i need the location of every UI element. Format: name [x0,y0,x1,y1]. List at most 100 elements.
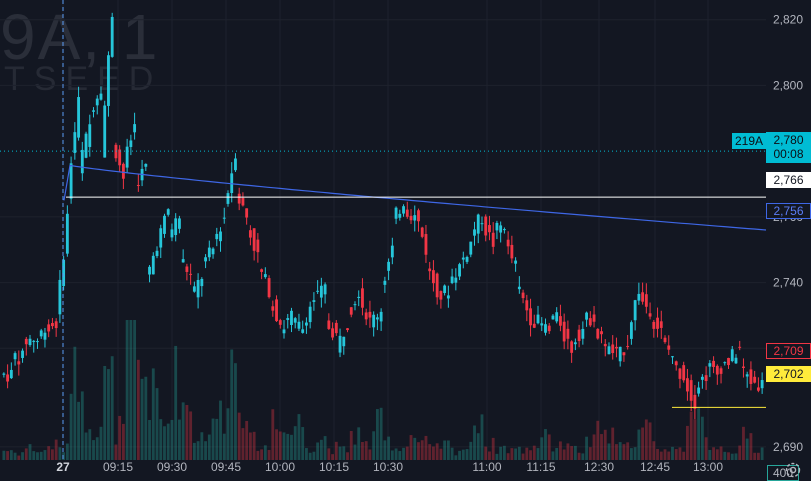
volume-bar [54,439,58,460]
candle-body [480,223,484,225]
volume-bar [723,451,727,460]
candle-body [338,335,342,353]
volume-bar [600,434,603,460]
candle-body [189,273,193,275]
candle-body [28,338,32,346]
candle-body [570,341,574,353]
volume-bars [2,320,764,460]
candle-body [506,239,510,247]
candle-body [222,217,226,219]
candle-body [136,184,140,186]
time-tick-label: 27 [56,460,70,474]
volume-bar [80,391,84,460]
volume-bar [260,449,264,460]
time-tick-label: 09:30 [157,460,187,474]
volume-bar [9,450,13,460]
candle-body [62,259,66,287]
candle-body [700,376,704,380]
volume-bar [204,441,207,460]
volume-bar [192,442,196,460]
volume-bar [465,449,469,460]
candle-body [6,374,10,382]
volume-bar [282,432,286,460]
candle-body [47,324,51,332]
volume-bar [118,415,122,460]
volume-bar [730,453,734,460]
volume-bar [95,437,99,460]
candle-body [163,215,166,234]
volume-bar [163,426,166,460]
candle-body [667,345,671,350]
volume-bar [207,434,211,460]
volume-bar [637,429,641,460]
volume-bar [514,448,518,460]
candle-body [293,318,297,323]
volume-bar [319,439,323,460]
volume-bar [443,440,447,460]
candle-body [185,266,189,272]
volume-bar [222,433,226,460]
time-tick-label: 11:00 [472,460,501,474]
candle-body [245,208,249,218]
candle-body [17,361,21,365]
candle-body [760,380,764,389]
volume-bar [196,441,200,460]
volume-bar [551,451,555,460]
volume-bar [32,451,36,460]
candle-body [417,210,420,222]
candle-body [312,300,316,302]
candle-body [663,337,667,343]
volume-bar [62,452,66,460]
volume-bar [2,450,6,460]
candle-body [461,257,465,260]
volume-bar [47,446,51,460]
candle-body [420,227,424,237]
candle-body [693,394,697,409]
volume-bar [700,416,704,460]
candle-body [99,93,103,100]
volume-bar [181,402,185,460]
candle-body [730,349,734,362]
volume-bar [712,447,715,460]
volume-bar [652,441,656,460]
candle-body [424,234,428,255]
volume-bar [140,378,144,460]
volume-bar [659,451,663,460]
candle-body [596,328,600,339]
volume-bar [43,450,47,460]
volume-bar [17,455,21,460]
volume-bar [372,431,376,460]
volume-bar [409,435,413,460]
candle-body [159,228,163,248]
volume-bar [495,453,499,460]
volume-bar [286,433,290,460]
candle-body [491,232,495,247]
volume-bar [166,423,170,460]
candle-body [405,209,409,217]
volume-bar [65,443,69,460]
time-tick-label: 13:00 [693,460,723,474]
volume-bar [596,420,600,460]
last-price-value: 2,780 [773,133,804,147]
volume-bar [413,437,417,460]
volume-bar [278,431,282,460]
candle-body [547,325,551,332]
volume-bar [719,446,723,460]
volume-bar [749,433,753,460]
candle-body [517,286,521,290]
symbol-price-badge: 219A [732,133,766,149]
gear-icon[interactable] [784,461,802,479]
candle-body [200,278,204,287]
volume-bar [577,452,581,460]
volume-bar [405,446,409,460]
volume-bar [738,445,742,460]
candle-body [372,314,376,328]
volume-bar [237,412,241,460]
volume-bar [544,429,547,460]
candle-body [398,213,402,218]
volume-bar [588,447,592,460]
volume-bar [682,451,686,460]
candle-body [641,292,645,302]
volume-bar [185,405,189,460]
